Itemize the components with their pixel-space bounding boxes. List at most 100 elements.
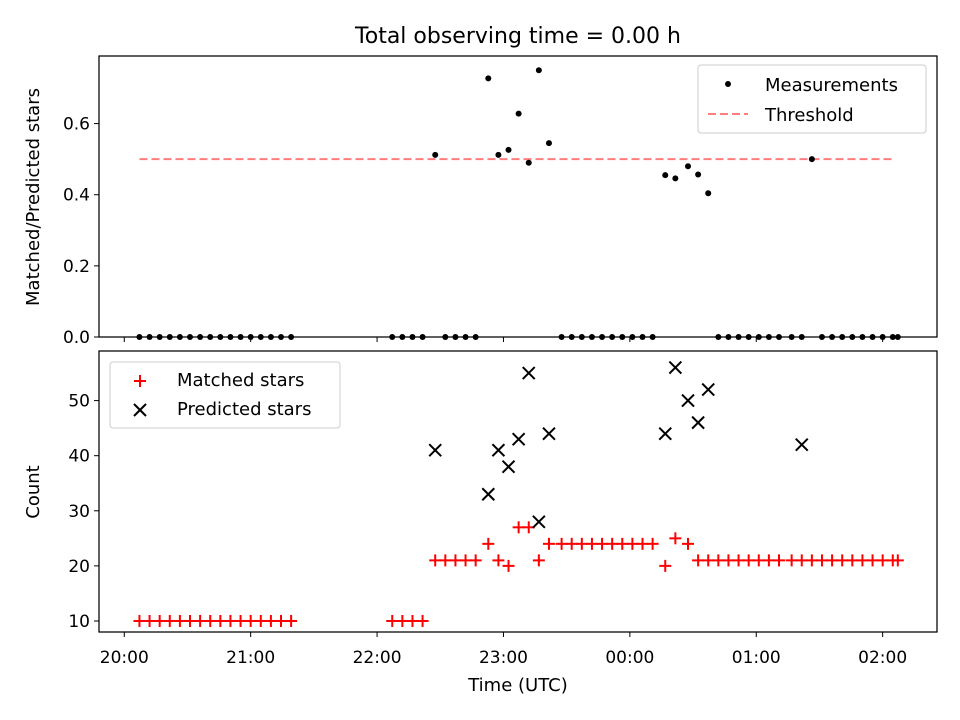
matched-star-point (785, 554, 798, 567)
matched-star-point (742, 554, 755, 567)
bottom-y-tick-label: 10 (68, 612, 90, 632)
legend-measurements-label: Measurements (765, 75, 898, 96)
legend-threshold-label: Threshold (764, 105, 854, 126)
matched-star-point (234, 614, 247, 627)
matched-star-point (429, 554, 442, 567)
matched-star-point (773, 554, 786, 567)
matched-star-point (275, 614, 288, 627)
matched-star-point (469, 554, 482, 567)
matched-star-point (712, 554, 725, 567)
matched-star-point (682, 537, 695, 550)
matched-star-point (752, 554, 765, 567)
x-tick-label: 20:00 (100, 648, 149, 668)
matched-star-point (416, 614, 429, 627)
predicted-star-point (522, 366, 536, 380)
predicted-star-point (481, 487, 496, 501)
bottom-x-ticks: 20:00 21:00 22:00 23:00 00:00 01:00 02:00 (100, 632, 907, 668)
matched-star-point (646, 537, 659, 550)
measurement-point (808, 156, 815, 163)
matched-star-point (762, 554, 775, 567)
matched-star-point (722, 554, 735, 567)
matched-star-point (439, 554, 452, 567)
matched-star-point (596, 537, 609, 550)
measurement-point (662, 172, 669, 179)
top-axis-frame (98, 55, 938, 338)
legend-predicted-marker (133, 403, 147, 417)
matched-star-point (606, 537, 619, 550)
top-y-ticks: 0.0 0.2 0.4 0.6 (63, 115, 99, 348)
measurement-point (705, 190, 712, 197)
top-y-tick-label: 0.4 (63, 186, 90, 206)
matched-star-point (616, 537, 629, 550)
matched-star-point (866, 554, 879, 567)
predicted-star-point (491, 443, 506, 457)
matched-star-point (406, 614, 419, 627)
matched-star-point (153, 614, 166, 627)
predicted-star-point (658, 426, 672, 441)
matched-star-point (805, 554, 818, 567)
predicted-star-point (795, 437, 809, 452)
measurement-point (545, 140, 552, 147)
measurement-point (685, 163, 692, 170)
matched-star-point (194, 614, 207, 627)
matched-star-point (449, 554, 462, 567)
measurement-point (505, 146, 512, 153)
bottom-y-label: Count (23, 465, 44, 518)
matched-star-point (565, 537, 578, 550)
matched-star-point (575, 537, 588, 550)
top-y-tick-label: 0.0 (63, 328, 90, 348)
matched-star-point (396, 614, 409, 627)
predicted-star-point (532, 515, 546, 529)
matched-star-point (204, 614, 217, 627)
matched-star-point (502, 559, 515, 572)
matched-star-point (224, 614, 237, 627)
matched-star-point (482, 537, 495, 550)
matched-star-point (542, 537, 555, 550)
legend-matched-label: Matched stars (177, 370, 304, 391)
x-tick-label: 00:00 (605, 648, 654, 668)
matched-star-point (254, 614, 267, 627)
predicted-star-point (501, 459, 516, 474)
matched-stars-series (133, 521, 904, 627)
matched-star-point (846, 554, 859, 567)
matched-star-point (184, 614, 197, 627)
x-tick-label: 21:00 (226, 648, 275, 668)
measurement-point (515, 110, 522, 117)
matched-star-point (492, 554, 505, 567)
matched-star-point (264, 614, 277, 627)
matched-star-point (173, 614, 186, 627)
matched-star-point (532, 554, 545, 567)
bottom-y-tick-label: 50 (68, 392, 90, 412)
x-tick-label: 02:00 (858, 648, 907, 668)
measurement-point (535, 67, 542, 74)
matched-star-point (386, 614, 399, 627)
top-y-tick-label: 0.2 (63, 257, 90, 277)
matched-star-point (214, 614, 227, 627)
predicted-star-point (681, 393, 695, 408)
x-axis-label: Time (UTC) (467, 675, 568, 696)
predicted-star-point (428, 443, 442, 457)
predicted-stars-series (428, 360, 809, 529)
matched-star-point (692, 554, 705, 567)
bottom-y-tick-label: 30 (68, 502, 90, 522)
matched-star-point (626, 537, 639, 550)
matched-star-point (143, 614, 156, 627)
measurement-point (672, 175, 679, 182)
measurement-point (485, 75, 492, 82)
matched-star-point (826, 554, 839, 567)
matched-star-point (669, 532, 682, 545)
bottom-legend-box (109, 361, 341, 429)
matched-star-point (636, 537, 649, 550)
matched-star-point (795, 554, 808, 567)
x-tick-label: 22:00 (353, 648, 402, 668)
bottom-y-tick-label: 20 (68, 557, 90, 577)
matched-star-point (836, 554, 849, 567)
measurement-point (695, 171, 702, 178)
legend-predicted-label: Predicted stars (177, 399, 311, 420)
legend-measurements-marker (725, 81, 731, 87)
matched-star-point (512, 521, 525, 534)
top-y-label: Matched/Predicted stars (23, 88, 44, 306)
measurement-point (525, 159, 532, 166)
bottom-y-tick-label: 40 (68, 447, 90, 467)
matched-star-point (876, 554, 889, 567)
